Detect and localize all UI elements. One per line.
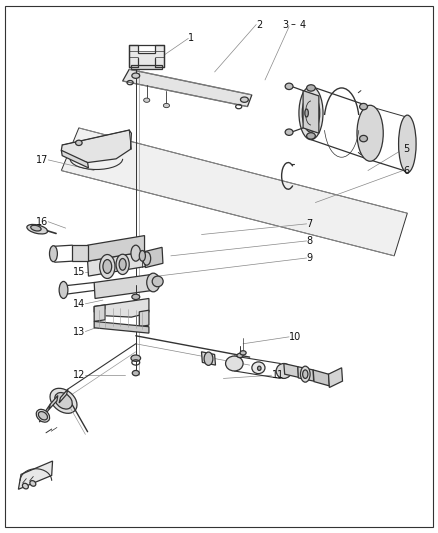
Polygon shape — [139, 310, 149, 327]
Polygon shape — [72, 245, 88, 261]
Text: 16: 16 — [36, 217, 48, 227]
Text: 9: 9 — [307, 253, 313, 263]
Polygon shape — [49, 395, 58, 409]
Ellipse shape — [99, 255, 115, 279]
Ellipse shape — [30, 481, 36, 486]
Ellipse shape — [226, 356, 243, 371]
Ellipse shape — [300, 366, 310, 382]
Ellipse shape — [237, 353, 243, 358]
Ellipse shape — [152, 276, 163, 287]
Polygon shape — [131, 65, 162, 69]
Ellipse shape — [39, 411, 47, 420]
Ellipse shape — [36, 409, 49, 422]
Ellipse shape — [116, 254, 129, 274]
Ellipse shape — [204, 352, 213, 366]
Polygon shape — [59, 389, 68, 403]
Polygon shape — [328, 368, 343, 387]
Ellipse shape — [132, 370, 139, 376]
Text: 6: 6 — [403, 166, 409, 175]
Ellipse shape — [143, 252, 151, 265]
Ellipse shape — [131, 355, 141, 361]
Polygon shape — [88, 236, 145, 261]
Ellipse shape — [50, 389, 77, 413]
Polygon shape — [303, 91, 319, 133]
Text: 10: 10 — [289, 332, 301, 342]
Ellipse shape — [22, 483, 28, 489]
Ellipse shape — [144, 98, 150, 102]
Ellipse shape — [399, 115, 416, 173]
Ellipse shape — [285, 129, 293, 135]
Ellipse shape — [240, 97, 248, 102]
Polygon shape — [18, 461, 53, 489]
Text: 13: 13 — [73, 327, 85, 336]
Polygon shape — [201, 352, 215, 365]
Polygon shape — [123, 69, 252, 107]
Text: 7: 7 — [307, 219, 313, 229]
Ellipse shape — [147, 273, 160, 292]
Polygon shape — [284, 364, 299, 377]
Text: 8: 8 — [307, 236, 313, 246]
Ellipse shape — [276, 364, 292, 378]
Ellipse shape — [132, 73, 140, 78]
Text: 11: 11 — [272, 370, 284, 380]
Ellipse shape — [258, 366, 261, 370]
Polygon shape — [39, 404, 50, 422]
Polygon shape — [94, 298, 149, 317]
Text: 4: 4 — [300, 20, 306, 29]
Ellipse shape — [307, 133, 315, 139]
Ellipse shape — [360, 103, 367, 110]
Ellipse shape — [131, 245, 141, 261]
Polygon shape — [94, 305, 105, 321]
Polygon shape — [94, 274, 152, 298]
Ellipse shape — [139, 251, 145, 261]
Ellipse shape — [27, 224, 48, 234]
Ellipse shape — [55, 393, 72, 409]
Ellipse shape — [303, 370, 308, 378]
Ellipse shape — [252, 362, 265, 374]
Polygon shape — [313, 370, 329, 386]
Ellipse shape — [285, 83, 293, 90]
Ellipse shape — [305, 109, 308, 117]
Ellipse shape — [103, 260, 112, 273]
Ellipse shape — [299, 86, 323, 140]
Ellipse shape — [163, 103, 170, 108]
Text: 14: 14 — [73, 299, 85, 309]
Ellipse shape — [307, 85, 315, 91]
Ellipse shape — [49, 246, 57, 262]
Ellipse shape — [132, 294, 140, 300]
Polygon shape — [94, 321, 149, 333]
Text: 3: 3 — [283, 20, 289, 29]
Polygon shape — [88, 252, 145, 276]
Ellipse shape — [119, 259, 126, 270]
Text: 12: 12 — [73, 370, 85, 380]
Ellipse shape — [357, 106, 383, 161]
Text: 5: 5 — [403, 144, 409, 154]
Ellipse shape — [31, 225, 41, 231]
Polygon shape — [61, 150, 88, 168]
Text: 2: 2 — [256, 20, 262, 29]
Polygon shape — [145, 247, 163, 268]
Polygon shape — [298, 367, 314, 381]
Polygon shape — [129, 45, 164, 67]
Ellipse shape — [302, 94, 320, 132]
Polygon shape — [61, 130, 131, 163]
Text: 15: 15 — [73, 267, 85, 277]
Polygon shape — [61, 128, 407, 256]
Ellipse shape — [76, 140, 82, 146]
Text: 17: 17 — [36, 155, 48, 165]
Ellipse shape — [240, 351, 246, 355]
Ellipse shape — [59, 281, 68, 298]
Text: 1: 1 — [188, 34, 194, 43]
Text: –: – — [290, 20, 295, 29]
Ellipse shape — [360, 135, 367, 142]
